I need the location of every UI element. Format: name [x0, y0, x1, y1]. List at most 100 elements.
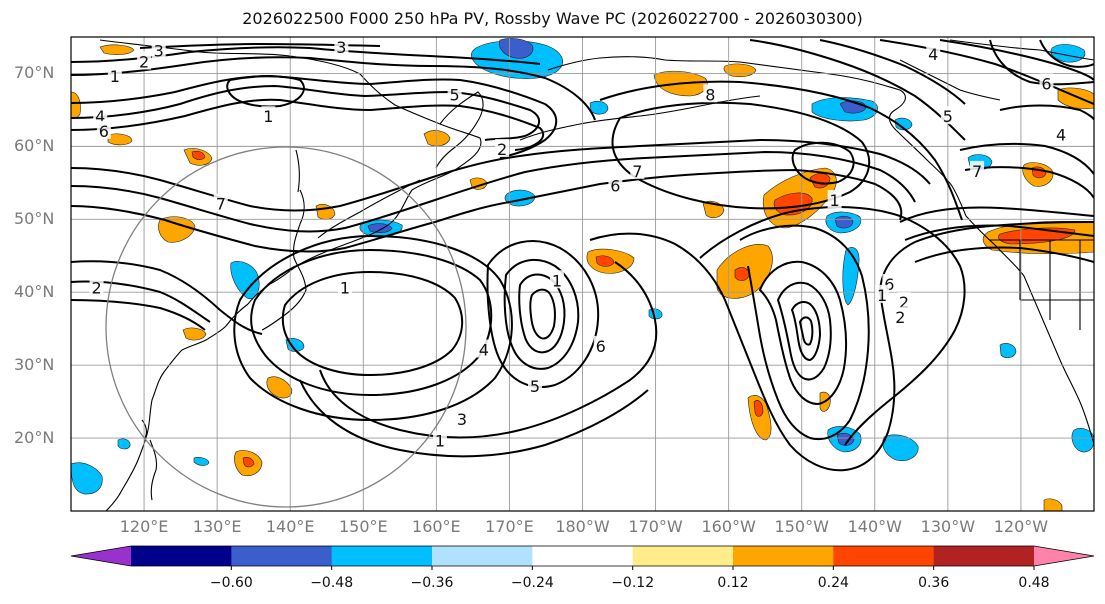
colorbar-tick-label: 0.24: [817, 575, 849, 591]
contour-label-background: [827, 190, 842, 209]
pv-contour: [529, 288, 556, 340]
negative-anomaly: [499, 38, 534, 59]
contour-label: 6: [596, 337, 606, 356]
contour-label: 7: [972, 162, 982, 181]
negative-anomaly: [836, 432, 855, 446]
pv-contour: [1039, 39, 1094, 68]
pv-contour: [71, 299, 206, 331]
contour-label-background: [608, 175, 623, 194]
negative-anomaly: [230, 261, 260, 300]
contour-label-background: [151, 40, 166, 59]
latitude-label: 20°N: [14, 428, 55, 448]
colorbar-segment: [532, 546, 634, 566]
longitude-label: 120°E: [119, 517, 169, 536]
colorbar-segment: [632, 546, 734, 566]
negative-anomaly: [71, 462, 103, 495]
contour-label: 2: [497, 140, 507, 159]
negative-anomaly: [589, 100, 609, 115]
colorbar-outline: [70, 545, 1095, 567]
coastline-sakhalin: [295, 149, 300, 193]
contour-label: 1: [877, 286, 887, 305]
coastline-north-america: [965, 215, 1094, 445]
positive-anomaly: [734, 267, 750, 281]
positive-anomaly: [753, 400, 764, 417]
negative-anomaly: [1071, 428, 1094, 453]
contour-label: 2: [899, 293, 909, 312]
coastline-japan: [261, 189, 307, 331]
contour-label-background: [213, 193, 228, 212]
pv-contour: [71, 98, 545, 151]
contour-label-background: [454, 408, 469, 427]
latitude-label: 70°N: [14, 63, 55, 83]
contour-label: 2: [895, 308, 905, 327]
colorbar-tick-label: 0.48: [1018, 575, 1050, 591]
colorbar-segment: [432, 546, 533, 566]
contour-label: 7: [632, 162, 642, 181]
contour-label-background: [137, 51, 152, 70]
contour-label-background: [93, 106, 108, 125]
longitude-label: 150°W: [774, 517, 829, 536]
pv-contours: [71, 39, 1094, 472]
contour-label: 5: [450, 85, 460, 104]
pv-contour: [611, 101, 871, 210]
pv-contour: [509, 168, 903, 221]
coastline-arctic: [949, 39, 1094, 61]
coastline-kurils: [317, 179, 421, 239]
coastline-asia: [99, 39, 482, 305]
pv-contour: [71, 56, 596, 121]
contour-label: 6: [884, 275, 894, 294]
pv-contour: [281, 270, 464, 377]
negative-anomaly: [894, 117, 913, 131]
colorbar-tick-label: −0.12: [611, 575, 655, 591]
longitude-label: 130°W: [920, 517, 976, 536]
positive-anomaly: [423, 130, 451, 147]
negative-anomaly: [193, 457, 210, 466]
colorbar-tick-label: −0.24: [510, 575, 554, 591]
pv-contour: [999, 104, 1094, 121]
pv-contour: [699, 206, 966, 446]
contour-label: 3: [457, 410, 467, 429]
pv-contour: [71, 74, 558, 159]
pv-contour: [503, 258, 580, 370]
longitude-label: 180°W: [555, 517, 610, 536]
contour-label-background: [1039, 73, 1054, 92]
longitude-label: 140°E: [265, 517, 315, 536]
coastline-korea: [105, 303, 249, 511]
contour-label-background: [334, 37, 349, 55]
contour-label-background: [593, 335, 608, 354]
pv-contour: [749, 39, 966, 141]
contour-label-background: [897, 292, 912, 311]
contour-label: 6: [99, 122, 109, 141]
map-frame: [70, 36, 1095, 512]
colorbar-segment: [331, 546, 433, 566]
border-us-states: [1019, 240, 1094, 330]
colorbar-tick-label: −0.36: [410, 575, 454, 591]
contour-label: 6: [610, 176, 620, 195]
contour-label-background: [926, 44, 941, 63]
latitude-label: 40°N: [14, 282, 55, 302]
pv-contour: [776, 281, 832, 381]
latitude-label: 30°N: [14, 355, 55, 375]
pv-contour: [964, 166, 1094, 199]
contour-label-background: [261, 106, 276, 125]
pv-contour: [798, 316, 814, 346]
pv-contour: [71, 201, 511, 253]
contour-label-background: [107, 66, 122, 85]
pv-contour: [959, 142, 1094, 175]
contour-label-background: [630, 160, 645, 179]
colorbar-tick-label: −0.60: [209, 575, 253, 591]
colorbar: [70, 545, 1095, 570]
pv-contour: [791, 141, 855, 185]
pv-contour: [319, 261, 658, 439]
pv-contour: [914, 246, 1094, 263]
pv-contour: [233, 234, 513, 422]
longitude-label: 160°W: [701, 517, 756, 536]
pv-contour: [71, 150, 916, 233]
longitude-label: 150°E: [338, 517, 388, 536]
longitude-label: 120°W: [993, 517, 1049, 536]
positive-anomaly: [182, 327, 207, 341]
contour-label-background: [549, 270, 564, 289]
pv-contour: [486, 240, 600, 388]
contour-label: 4: [95, 107, 105, 126]
contour-label-background: [96, 120, 111, 139]
